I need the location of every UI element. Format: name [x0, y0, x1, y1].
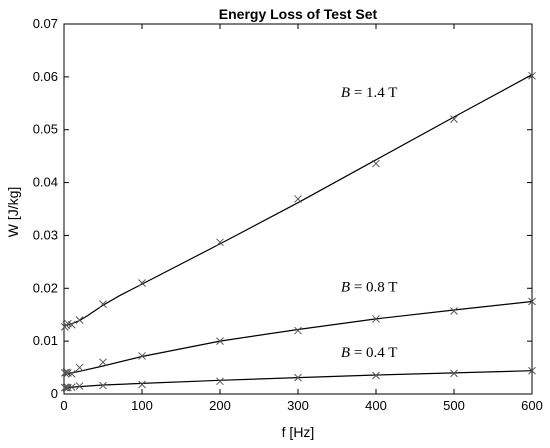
data-point-marker: [294, 326, 302, 335]
x-tick-label: 400: [365, 398, 387, 413]
data-point-marker: [75, 316, 84, 324]
data-point-marker: [67, 320, 76, 329]
fit-line: [63, 300, 533, 375]
data-point-marker: [372, 315, 380, 323]
plot-frame: [63, 23, 533, 395]
plot-area: 0 100 200 300 400 500 600 0 0.01 0.02 0.03 0.04 0.05…: [33, 16, 543, 413]
y-tick-label: 0.01: [33, 333, 58, 348]
x-tick-label: 0: [60, 398, 67, 413]
data-point-marker: [450, 307, 458, 315]
data-point-marker: [372, 371, 380, 380]
data-point-marker: [60, 369, 69, 377]
data-point-marker: [99, 300, 107, 308]
data-point-marker: [216, 238, 224, 247]
data-point-marker: [67, 383, 76, 391]
data-point-marker: [75, 382, 84, 390]
y-tick-label: 0.03: [33, 227, 58, 242]
data-point-marker: [294, 195, 302, 203]
series-annotation: B = 1.4 T: [341, 85, 398, 101]
data-point-marker: [294, 373, 302, 382]
x-tick-label: 500: [443, 398, 465, 413]
y-tick-label: 0.06: [33, 69, 58, 84]
data-point-marker: [75, 363, 84, 372]
data-point-marker: [528, 366, 536, 375]
data-point-marker: [450, 369, 458, 378]
y-tick-label: 0.07: [33, 16, 58, 31]
data-point-marker: [216, 377, 224, 386]
data-point-marker: [99, 358, 107, 367]
fit-line: [63, 74, 533, 327]
fit-line: [63, 370, 533, 389]
data-point-marker: [372, 159, 380, 168]
y-tick-label: 0.04: [33, 175, 58, 190]
data-point-marker: [60, 383, 69, 392]
x-axis-label: f [Hz]: [282, 424, 315, 440]
data-point-marker: [138, 279, 146, 287]
series-annotation: B = 0.4 T: [341, 345, 398, 361]
x-tick-label: 100: [131, 398, 153, 413]
data-point-marker: [216, 337, 224, 345]
series-annotation: B = 0.8 T: [341, 279, 398, 295]
y-tick-label: 0: [51, 386, 58, 401]
data-point-marker: [138, 380, 146, 389]
chart-title: Energy Loss of Test Set: [219, 6, 378, 22]
data-point-marker: [67, 370, 76, 378]
data-point-marker: [528, 297, 536, 306]
data-point-marker: [62, 368, 71, 377]
x-tick-label: 600: [521, 398, 543, 413]
y-tick-label: 0.05: [33, 122, 58, 137]
x-tick-label: 200: [209, 398, 231, 413]
x-tick-label: 300: [287, 398, 309, 413]
y-axis-label: W [J/kg]: [5, 187, 21, 238]
data-point-marker: [450, 115, 458, 123]
y-tick-label: 0.02: [33, 280, 58, 295]
data-point-marker: [99, 381, 107, 390]
data-point-marker: [138, 352, 146, 360]
data-point-marker: [528, 71, 536, 80]
